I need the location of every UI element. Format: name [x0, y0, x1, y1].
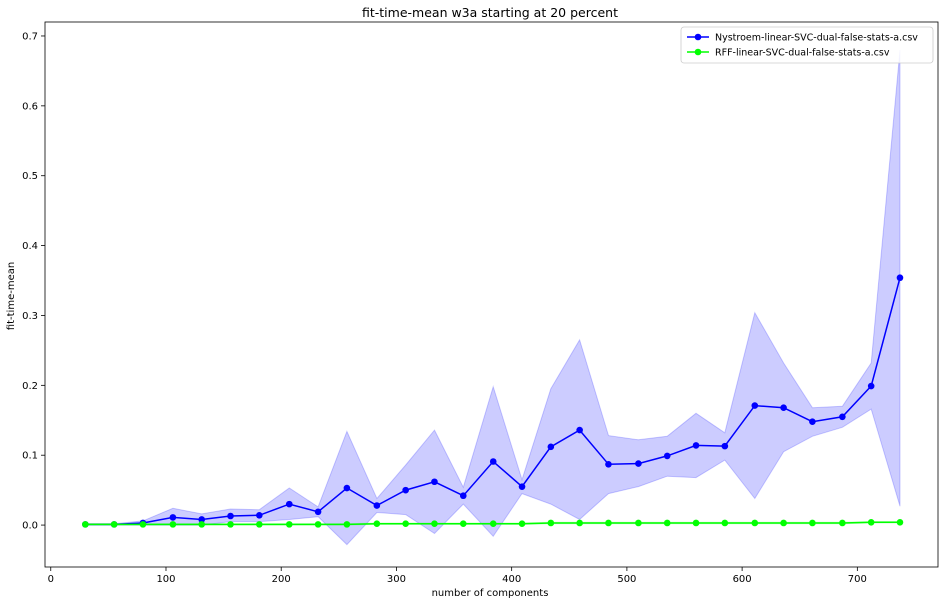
x-axis-label: number of components: [432, 588, 549, 599]
series-1-point: [576, 426, 583, 434]
series-2-point: [635, 519, 642, 527]
legend-swatch-marker: [694, 48, 702, 56]
series-2-point: [780, 519, 787, 527]
series-1-point: [896, 274, 904, 282]
series-1-point: [459, 492, 467, 500]
axes-frame: [44, 21, 939, 568]
series-1-point: [227, 512, 234, 520]
legend-entry-label: Nystroem-linear-SVC-dual-false-stats-a.c…: [715, 33, 918, 44]
series-2-point: [343, 521, 351, 528]
series-2-point: [227, 521, 234, 528]
series-2-point: [285, 521, 293, 528]
y-tick-label: 0.7: [22, 31, 38, 42]
series-2-point: [373, 520, 381, 527]
series-2-point: [314, 521, 322, 528]
y-tick-label: 0.0: [22, 521, 38, 532]
series-2-point: [431, 520, 438, 527]
series-2-point: [489, 520, 497, 527]
series-1-point: [489, 458, 497, 465]
axis-ticks: 0 100 200 300 400 500 600 700 0.0 0.1 0.2 0.3 0.4 0.5…: [22, 31, 867, 585]
series-1-point: [780, 404, 787, 411]
x-tick-label: 500: [617, 574, 636, 585]
y-axis-label: fit-time-mean: [6, 262, 17, 330]
series-2-point: [169, 521, 177, 528]
x-tick-label: 100: [156, 574, 175, 585]
series-2-point: [751, 519, 759, 527]
series-1-point: [373, 502, 381, 509]
series-1-point: [839, 413, 846, 421]
series-1-point: [518, 483, 526, 490]
series-2-point: [82, 521, 89, 528]
series-1-point: [285, 500, 293, 508]
series-1-point: [721, 442, 729, 450]
series-1-point: [256, 511, 263, 519]
legend-swatch-marker: [694, 33, 702, 41]
series-2-point: [896, 518, 904, 526]
y-tick-label: 0.4: [22, 241, 38, 252]
y-tick-label: 0.6: [22, 101, 38, 112]
series-2-point: [605, 519, 612, 527]
series-1-point: [751, 402, 759, 409]
x-tick-label: 0: [48, 574, 54, 585]
series-1-point: [867, 382, 875, 390]
series-2-point: [198, 521, 206, 528]
series-2-point: [459, 520, 467, 527]
x-tick-label: 700: [848, 574, 867, 585]
series-2-point: [518, 520, 526, 527]
series-2-point: [809, 519, 816, 527]
chart-title: fit-time-mean w3a starting at 20 percent: [362, 5, 618, 20]
series-1-point: [547, 443, 555, 451]
series-1-point: [605, 460, 612, 468]
series-2-point: [139, 521, 147, 528]
series-2-point: [402, 520, 409, 527]
series-1-point: [692, 442, 700, 449]
y-tick-label: 0.1: [22, 451, 38, 462]
legend-box: [680, 26, 934, 64]
x-tick-label: 400: [502, 574, 521, 585]
series-1-point: [809, 418, 816, 425]
series-2-point: [721, 519, 729, 527]
series-1-point: [314, 508, 322, 516]
series-1-point: [635, 460, 642, 467]
y-tick-label: 0.2: [22, 381, 38, 392]
series-1-band: [84, 49, 901, 546]
y-tick-label: 0.5: [22, 171, 38, 182]
y-tick-label: 0.3: [22, 311, 38, 322]
legend: Nystroem-linear-SVC-dual-false-stats-a.c…: [680, 26, 934, 64]
series-1-point: [169, 514, 177, 521]
series-2-point: [867, 518, 875, 526]
x-tick-label: 600: [733, 574, 752, 585]
series-2-point: [692, 519, 700, 527]
series-1-point: [343, 484, 351, 492]
series-2-point: [576, 519, 583, 527]
x-tick-label: 200: [272, 574, 291, 585]
legend-entry-label: RFF-linear-SVC-dual-false-stats-a.csv: [715, 48, 890, 59]
series-1-point: [198, 516, 206, 523]
series-2-point: [110, 521, 118, 528]
series-1-point: [663, 452, 671, 460]
x-tick-label: 300: [387, 574, 406, 585]
series-2-point: [256, 521, 263, 528]
series-2-point: [839, 519, 846, 527]
series-1-point: [431, 478, 438, 486]
series-2-point: [547, 519, 555, 527]
series-2-point: [663, 519, 671, 527]
plot-area: [82, 49, 904, 546]
series-1-point: [402, 486, 409, 494]
